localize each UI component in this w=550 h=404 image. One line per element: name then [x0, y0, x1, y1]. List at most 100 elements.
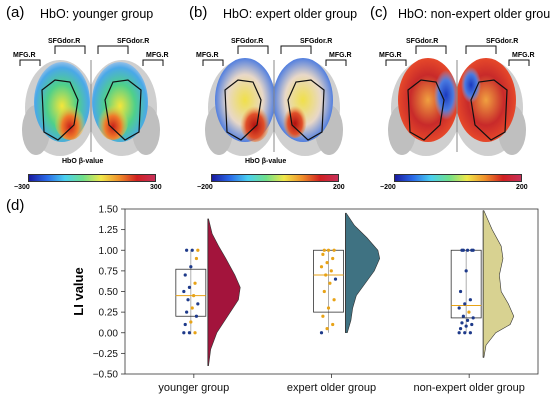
x-tick-label: younger group — [158, 382, 229, 394]
data-point — [467, 310, 471, 314]
data-point — [470, 322, 474, 327]
x-tick-label: expert older group — [287, 382, 376, 394]
data-point — [463, 331, 467, 335]
sfg-left-label: SFGdor.R — [48, 38, 81, 45]
sfg-right-label: SFGdor.R — [300, 38, 333, 45]
data-point — [325, 327, 329, 331]
colorbar-title: HbO β-value — [245, 158, 287, 165]
sfg-left-label: SFGdor.R — [231, 38, 264, 45]
data-point — [461, 248, 465, 252]
panel-title: HbO: non-expert older group — [398, 7, 550, 21]
panel-b: (b) HbO: expert older group SFGdor.R SFG… — [183, 0, 366, 195]
data-point — [194, 314, 199, 318]
density-cloud — [207, 218, 241, 367]
data-point — [329, 269, 333, 273]
colorbar-title: HbO β-value — [62, 158, 104, 165]
data-point — [196, 302, 200, 306]
data-point — [186, 298, 190, 302]
density-cloud — [345, 212, 381, 334]
brain-image — [385, 45, 530, 156]
data-point — [319, 331, 324, 335]
data-point — [471, 248, 475, 252]
colorbar-max: 200 — [516, 184, 528, 191]
data-point — [331, 256, 335, 261]
data-point — [319, 265, 324, 269]
box — [175, 268, 207, 317]
mfg-right-label: MFG.R — [146, 52, 169, 59]
y-tick-label: 0.00 — [99, 328, 119, 339]
data-point — [331, 322, 335, 327]
data-point — [457, 306, 461, 310]
y-tick-label: 0.75 — [99, 266, 119, 277]
data-point — [457, 331, 461, 335]
data-point — [458, 327, 463, 331]
data-point — [321, 314, 325, 318]
data-point — [325, 261, 329, 265]
x-tick-label: non-expert older group — [414, 382, 525, 394]
data-point — [189, 265, 193, 269]
data-point — [460, 321, 464, 325]
y-tick-label: −0.50 — [93, 370, 119, 381]
panel-title: HbO: younger group — [40, 7, 154, 21]
y-tick-label: −0.25 — [93, 349, 119, 360]
data-point — [194, 256, 199, 261]
data-point — [458, 289, 463, 294]
mfg-right-label: MFG.R — [512, 52, 535, 59]
brain-image — [202, 45, 347, 156]
data-point — [463, 302, 467, 306]
sfg-right-label: SFGdor.R — [117, 38, 150, 45]
data-point — [332, 248, 336, 252]
panel-a: (a) HbO: younger group SFGdor.R SFGdor.R… — [0, 0, 183, 195]
colorbar — [28, 174, 156, 182]
panel-letter: (d) — [6, 197, 25, 214]
mfg-left-label: MFG.R — [379, 52, 402, 59]
panel-letter: (b) — [189, 4, 208, 21]
data-point — [182, 331, 186, 335]
data-point — [333, 277, 338, 281]
sfg-right-label: SFGdor.R — [486, 38, 519, 45]
raincloud-chart: −0.50 −0.25 0.00 0.25 0.50 0.75 1.00 1.25 1.50 LI… — [71, 205, 539, 394]
mfg-left-label: MFG.R — [196, 52, 219, 59]
data-point — [468, 331, 472, 335]
data-point — [185, 248, 189, 252]
data-point — [185, 310, 189, 314]
data-point — [192, 294, 196, 298]
data-point — [183, 322, 187, 327]
mfg-left-label: MFG.R — [13, 52, 36, 59]
y-tick-label: 1.00 — [99, 246, 119, 257]
data-point — [326, 248, 331, 252]
data-point — [465, 248, 470, 252]
density-cloud — [482, 210, 515, 358]
data-point — [332, 298, 336, 302]
data-point — [322, 289, 326, 294]
colorbar-min: −200 — [380, 184, 396, 191]
data-point — [328, 281, 332, 285]
data-point — [464, 269, 468, 273]
y-tick-label: 0.25 — [99, 308, 119, 319]
panel-title: HbO: expert older group — [223, 7, 358, 21]
colorbar-max: 200 — [333, 184, 345, 191]
data-point — [189, 320, 193, 324]
mfg-right-label: MFG.R — [329, 52, 352, 59]
y-tick-label: 1.50 — [99, 205, 119, 216]
brain-image — [19, 45, 164, 156]
data-point — [326, 306, 331, 310]
data-point — [182, 289, 186, 294]
colorbar — [211, 174, 339, 182]
colorbar-min: −300 — [14, 184, 30, 191]
sfg-left-label: SFGdor.R — [406, 38, 439, 45]
panel-c: (c) HbO: non-expert older group SFGdor.R… — [366, 0, 550, 195]
data-point — [468, 298, 472, 302]
data-point — [183, 273, 187, 277]
data-point — [321, 252, 325, 256]
colorbar-max: 300 — [150, 184, 162, 191]
data-point — [190, 306, 194, 310]
y-tick-label: 1.25 — [99, 225, 119, 236]
panel-letter: (c) — [370, 4, 388, 21]
data-point — [196, 248, 200, 252]
data-point — [193, 281, 197, 285]
y-axis-label: LI value — [71, 267, 86, 315]
colorbar — [394, 174, 522, 182]
data-point — [324, 273, 328, 277]
panel-letter: (a) — [6, 4, 25, 21]
